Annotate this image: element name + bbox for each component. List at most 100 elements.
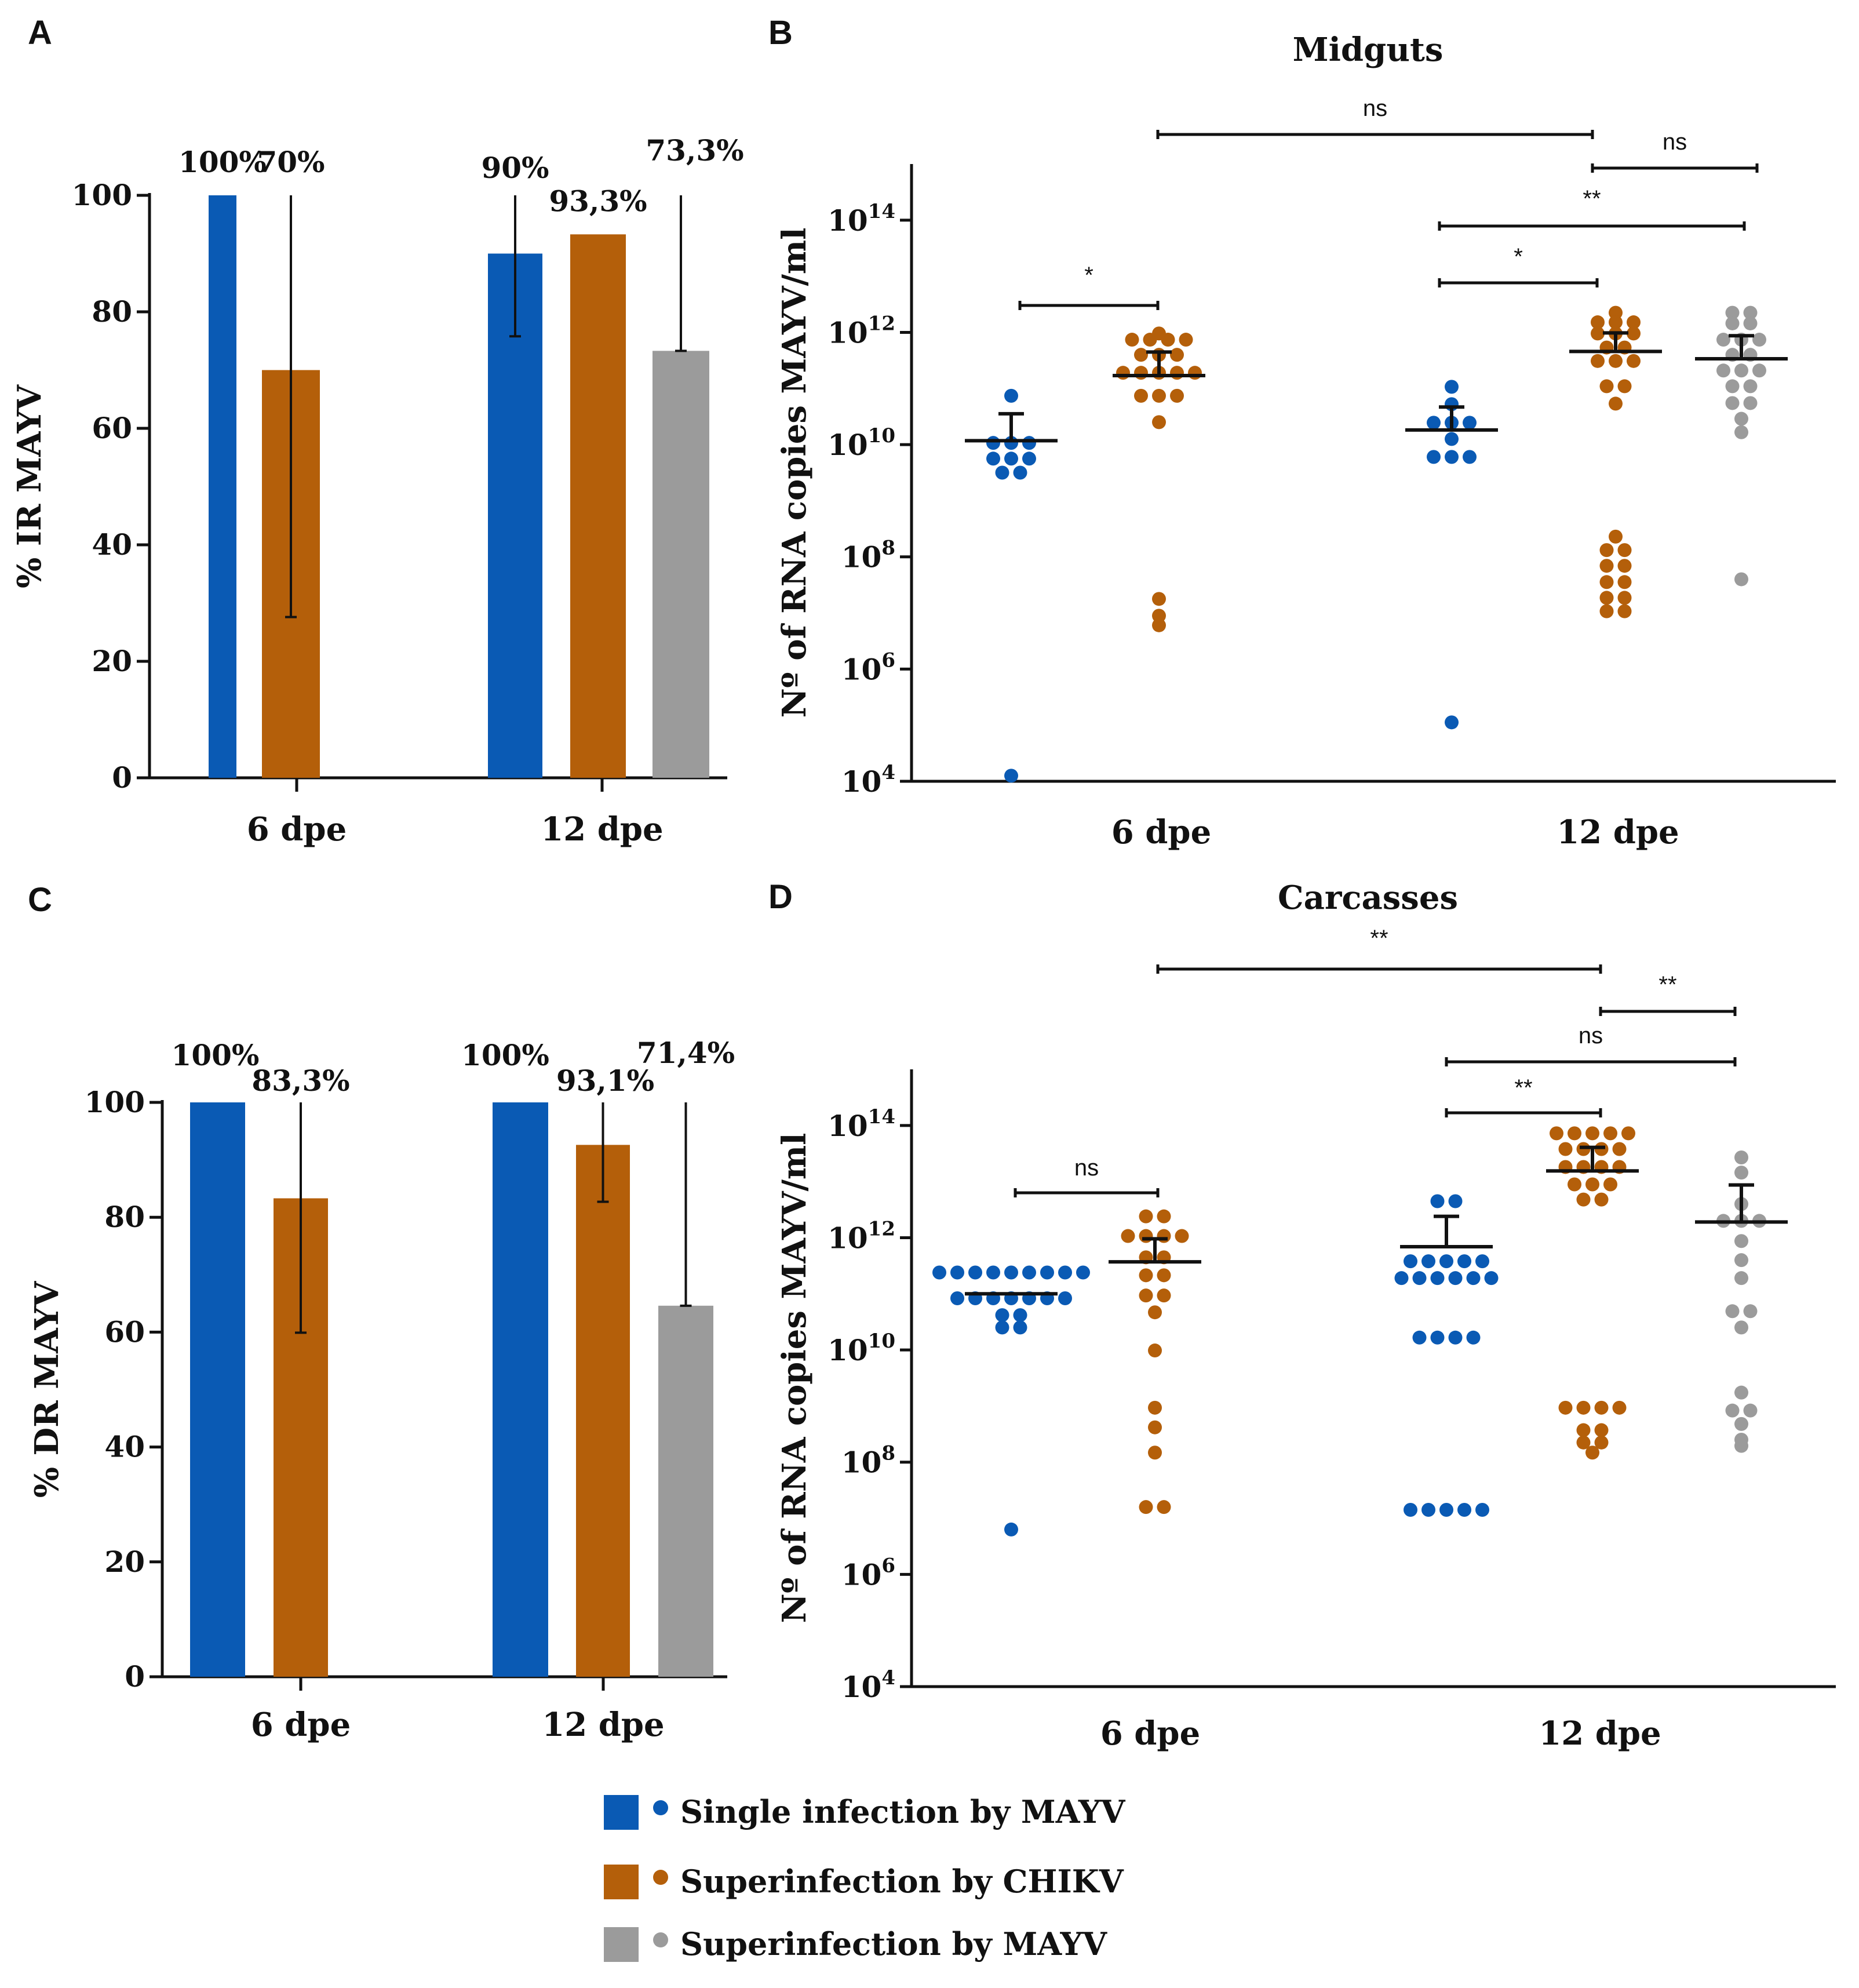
data-point bbox=[1743, 1403, 1758, 1418]
data-point bbox=[1599, 559, 1614, 573]
data-point bbox=[1743, 396, 1758, 410]
tick-base: 10 bbox=[841, 1446, 882, 1480]
data-point bbox=[1170, 366, 1184, 380]
data-point bbox=[1734, 572, 1748, 587]
data-point bbox=[968, 1265, 982, 1280]
data-point bbox=[1594, 1192, 1609, 1207]
data-point bbox=[1139, 1268, 1153, 1283]
tick-base: 10 bbox=[828, 315, 868, 349]
legend-swatch bbox=[604, 1865, 639, 1899]
data-point bbox=[1594, 1435, 1609, 1450]
data-point bbox=[1599, 543, 1614, 558]
data-point bbox=[1550, 1126, 1563, 1141]
tick-exponent: 12 bbox=[868, 312, 895, 335]
data-point bbox=[1022, 452, 1036, 466]
bar-value-label: 70% bbox=[257, 145, 325, 179]
data-point bbox=[986, 436, 1000, 450]
legend-marker bbox=[653, 1870, 668, 1885]
data-point bbox=[1157, 1268, 1171, 1283]
data-point bbox=[1076, 1265, 1090, 1280]
data-point bbox=[1004, 769, 1018, 783]
tick-exponent: 4 bbox=[881, 1666, 895, 1690]
data-point bbox=[1609, 305, 1623, 320]
data-point bbox=[1752, 333, 1766, 347]
bar bbox=[570, 234, 626, 778]
panel-letter-D: D bbox=[768, 878, 793, 916]
data-point bbox=[1734, 1439, 1748, 1453]
x-tick-label: 12 dpe bbox=[1557, 813, 1679, 851]
tick-base: 10 bbox=[841, 1557, 882, 1592]
data-point bbox=[1457, 1254, 1471, 1269]
data-point bbox=[1463, 416, 1477, 430]
data-point bbox=[1139, 1209, 1153, 1224]
data-point bbox=[1743, 316, 1758, 330]
bar-value-label: 83,3% bbox=[251, 1064, 349, 1098]
data-point bbox=[1439, 1503, 1453, 1517]
y-tick-label: 108 bbox=[841, 537, 895, 574]
tick-exponent: 14 bbox=[868, 200, 895, 223]
significance-label: ** bbox=[1370, 926, 1388, 951]
data-point bbox=[1603, 1126, 1617, 1141]
data-point bbox=[1148, 1343, 1162, 1358]
data-point bbox=[1568, 1177, 1581, 1192]
data-point bbox=[1725, 396, 1740, 410]
data-point bbox=[1558, 1142, 1573, 1156]
data-point bbox=[1617, 575, 1632, 589]
data-point bbox=[1170, 348, 1184, 362]
bar bbox=[576, 1145, 630, 1677]
chart-title: Midguts bbox=[1293, 31, 1444, 69]
y-tick-label: 20 bbox=[104, 1545, 145, 1579]
chart-title: Carcasses bbox=[1278, 879, 1458, 917]
tick-exponent: 8 bbox=[881, 1442, 895, 1465]
significance-label: ns bbox=[1074, 1155, 1099, 1181]
data-point bbox=[1594, 1400, 1609, 1415]
y-tick-label: 1012 bbox=[828, 312, 895, 349]
data-point bbox=[1568, 1126, 1581, 1141]
data-point bbox=[1599, 575, 1614, 589]
data-point bbox=[1116, 366, 1130, 380]
data-point bbox=[1448, 1330, 1463, 1345]
data-point bbox=[1621, 1126, 1635, 1141]
y-axis-label: % IR MAYV bbox=[10, 384, 49, 588]
data-point bbox=[950, 1265, 964, 1280]
tick-base: 10 bbox=[841, 1670, 882, 1704]
data-point bbox=[1188, 366, 1202, 380]
data-point bbox=[1152, 415, 1166, 429]
bar-value-label: 100% bbox=[172, 1038, 260, 1072]
data-point bbox=[1134, 366, 1148, 380]
data-point bbox=[1134, 388, 1148, 403]
data-point bbox=[1475, 1503, 1489, 1517]
data-point bbox=[932, 1265, 946, 1280]
legend: Single infection by MAYV Superinfection b… bbox=[604, 1793, 1125, 1962]
data-point bbox=[1170, 388, 1184, 403]
bar bbox=[488, 253, 542, 778]
data-point bbox=[1125, 333, 1139, 347]
data-point bbox=[1743, 1304, 1758, 1319]
data-point bbox=[1148, 1420, 1162, 1434]
data-point bbox=[1013, 1308, 1027, 1323]
panel-letter-A: A bbox=[28, 14, 52, 52]
data-point bbox=[1404, 1503, 1417, 1517]
data-point bbox=[1445, 450, 1459, 464]
data-point bbox=[1457, 1503, 1471, 1517]
data-point bbox=[1013, 465, 1027, 480]
data-point bbox=[1179, 333, 1193, 347]
y-tick-label: 1010 bbox=[828, 1330, 895, 1367]
data-point bbox=[1143, 333, 1157, 347]
data-point bbox=[1139, 1229, 1153, 1243]
y-tick-label: 0 bbox=[125, 1659, 145, 1694]
bar-value-label: 100% bbox=[178, 145, 267, 179]
data-point bbox=[1627, 326, 1641, 341]
y-tick-label: 104 bbox=[841, 761, 895, 799]
significance-label: ns bbox=[1579, 1023, 1603, 1048]
x-tick-label: 12 dpe bbox=[542, 1706, 664, 1744]
data-point bbox=[1139, 1288, 1153, 1303]
y-tick-label: 60 bbox=[104, 1315, 145, 1349]
data-point bbox=[1004, 1265, 1018, 1280]
data-point bbox=[995, 465, 1009, 480]
data-point bbox=[1612, 1400, 1627, 1415]
tick-exponent: 4 bbox=[881, 761, 895, 784]
legend-marker bbox=[653, 1932, 668, 1947]
y-tick-label: 104 bbox=[841, 1666, 895, 1704]
